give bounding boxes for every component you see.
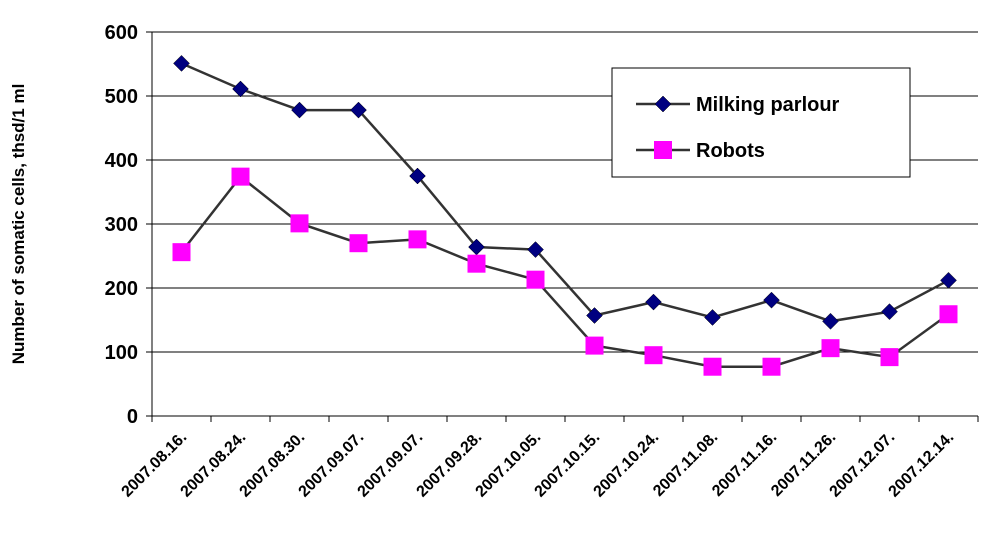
legend-label: Milking parlour bbox=[696, 94, 840, 116]
data-point-marker bbox=[350, 101, 367, 119]
data-point-marker bbox=[173, 55, 190, 72]
y-axis-label: Number of somatic cells, thsd/1 ml bbox=[9, 84, 28, 365]
data-point-marker bbox=[172, 243, 191, 262]
data-point-marker bbox=[704, 309, 721, 326]
data-point-marker bbox=[822, 312, 839, 330]
data-point-marker bbox=[291, 101, 308, 119]
series-line bbox=[181, 62, 950, 323]
legend-marker bbox=[654, 141, 672, 159]
y-tick-labels: 0 100 200 300 400 500 600 bbox=[105, 22, 138, 428]
data-point-marker bbox=[940, 271, 957, 289]
data-point-marker bbox=[939, 305, 958, 324]
data-point-marker bbox=[703, 357, 722, 376]
series-robots bbox=[172, 167, 958, 376]
data-point-marker bbox=[763, 291, 780, 309]
data-point-marker bbox=[880, 348, 899, 367]
data-point-marker bbox=[881, 303, 898, 321]
y-tick-label: 0 bbox=[127, 406, 138, 428]
legend: Milking parlour Robots bbox=[611, 67, 911, 178]
y-tick-label: 600 bbox=[105, 22, 138, 44]
legend-label: Robots bbox=[696, 140, 765, 162]
series-layer bbox=[172, 55, 958, 376]
series-milking-parlour bbox=[173, 55, 957, 330]
y-tick-label: 500 bbox=[105, 86, 138, 108]
data-point-marker bbox=[290, 214, 309, 233]
data-point-marker bbox=[526, 270, 545, 289]
data-point-marker bbox=[467, 254, 486, 273]
legend-marker bbox=[654, 95, 672, 113]
data-point-marker bbox=[232, 80, 249, 98]
data-point-marker bbox=[527, 241, 544, 258]
data-point-marker bbox=[586, 307, 603, 324]
data-point-marker bbox=[409, 167, 426, 185]
y-tick-label: 400 bbox=[105, 150, 138, 172]
data-point-marker bbox=[762, 357, 781, 376]
data-point-marker bbox=[231, 167, 250, 186]
x-tick-labels: 2007.08.16.2007.08.24.2007.08.30.2007.09… bbox=[119, 429, 958, 501]
data-point-marker bbox=[408, 230, 427, 249]
data-point-marker bbox=[821, 339, 840, 358]
y-tick-label: 100 bbox=[105, 342, 138, 364]
series-line bbox=[180, 174, 950, 368]
data-point-marker bbox=[645, 293, 662, 311]
y-tick-label: 200 bbox=[105, 278, 138, 300]
legend-item: Robots bbox=[636, 140, 765, 162]
data-point-marker bbox=[644, 346, 663, 365]
legend-item: Milking parlour bbox=[636, 94, 840, 116]
data-point-marker bbox=[585, 336, 604, 355]
y-tick-label: 300 bbox=[105, 214, 138, 236]
data-point-marker bbox=[349, 234, 368, 253]
